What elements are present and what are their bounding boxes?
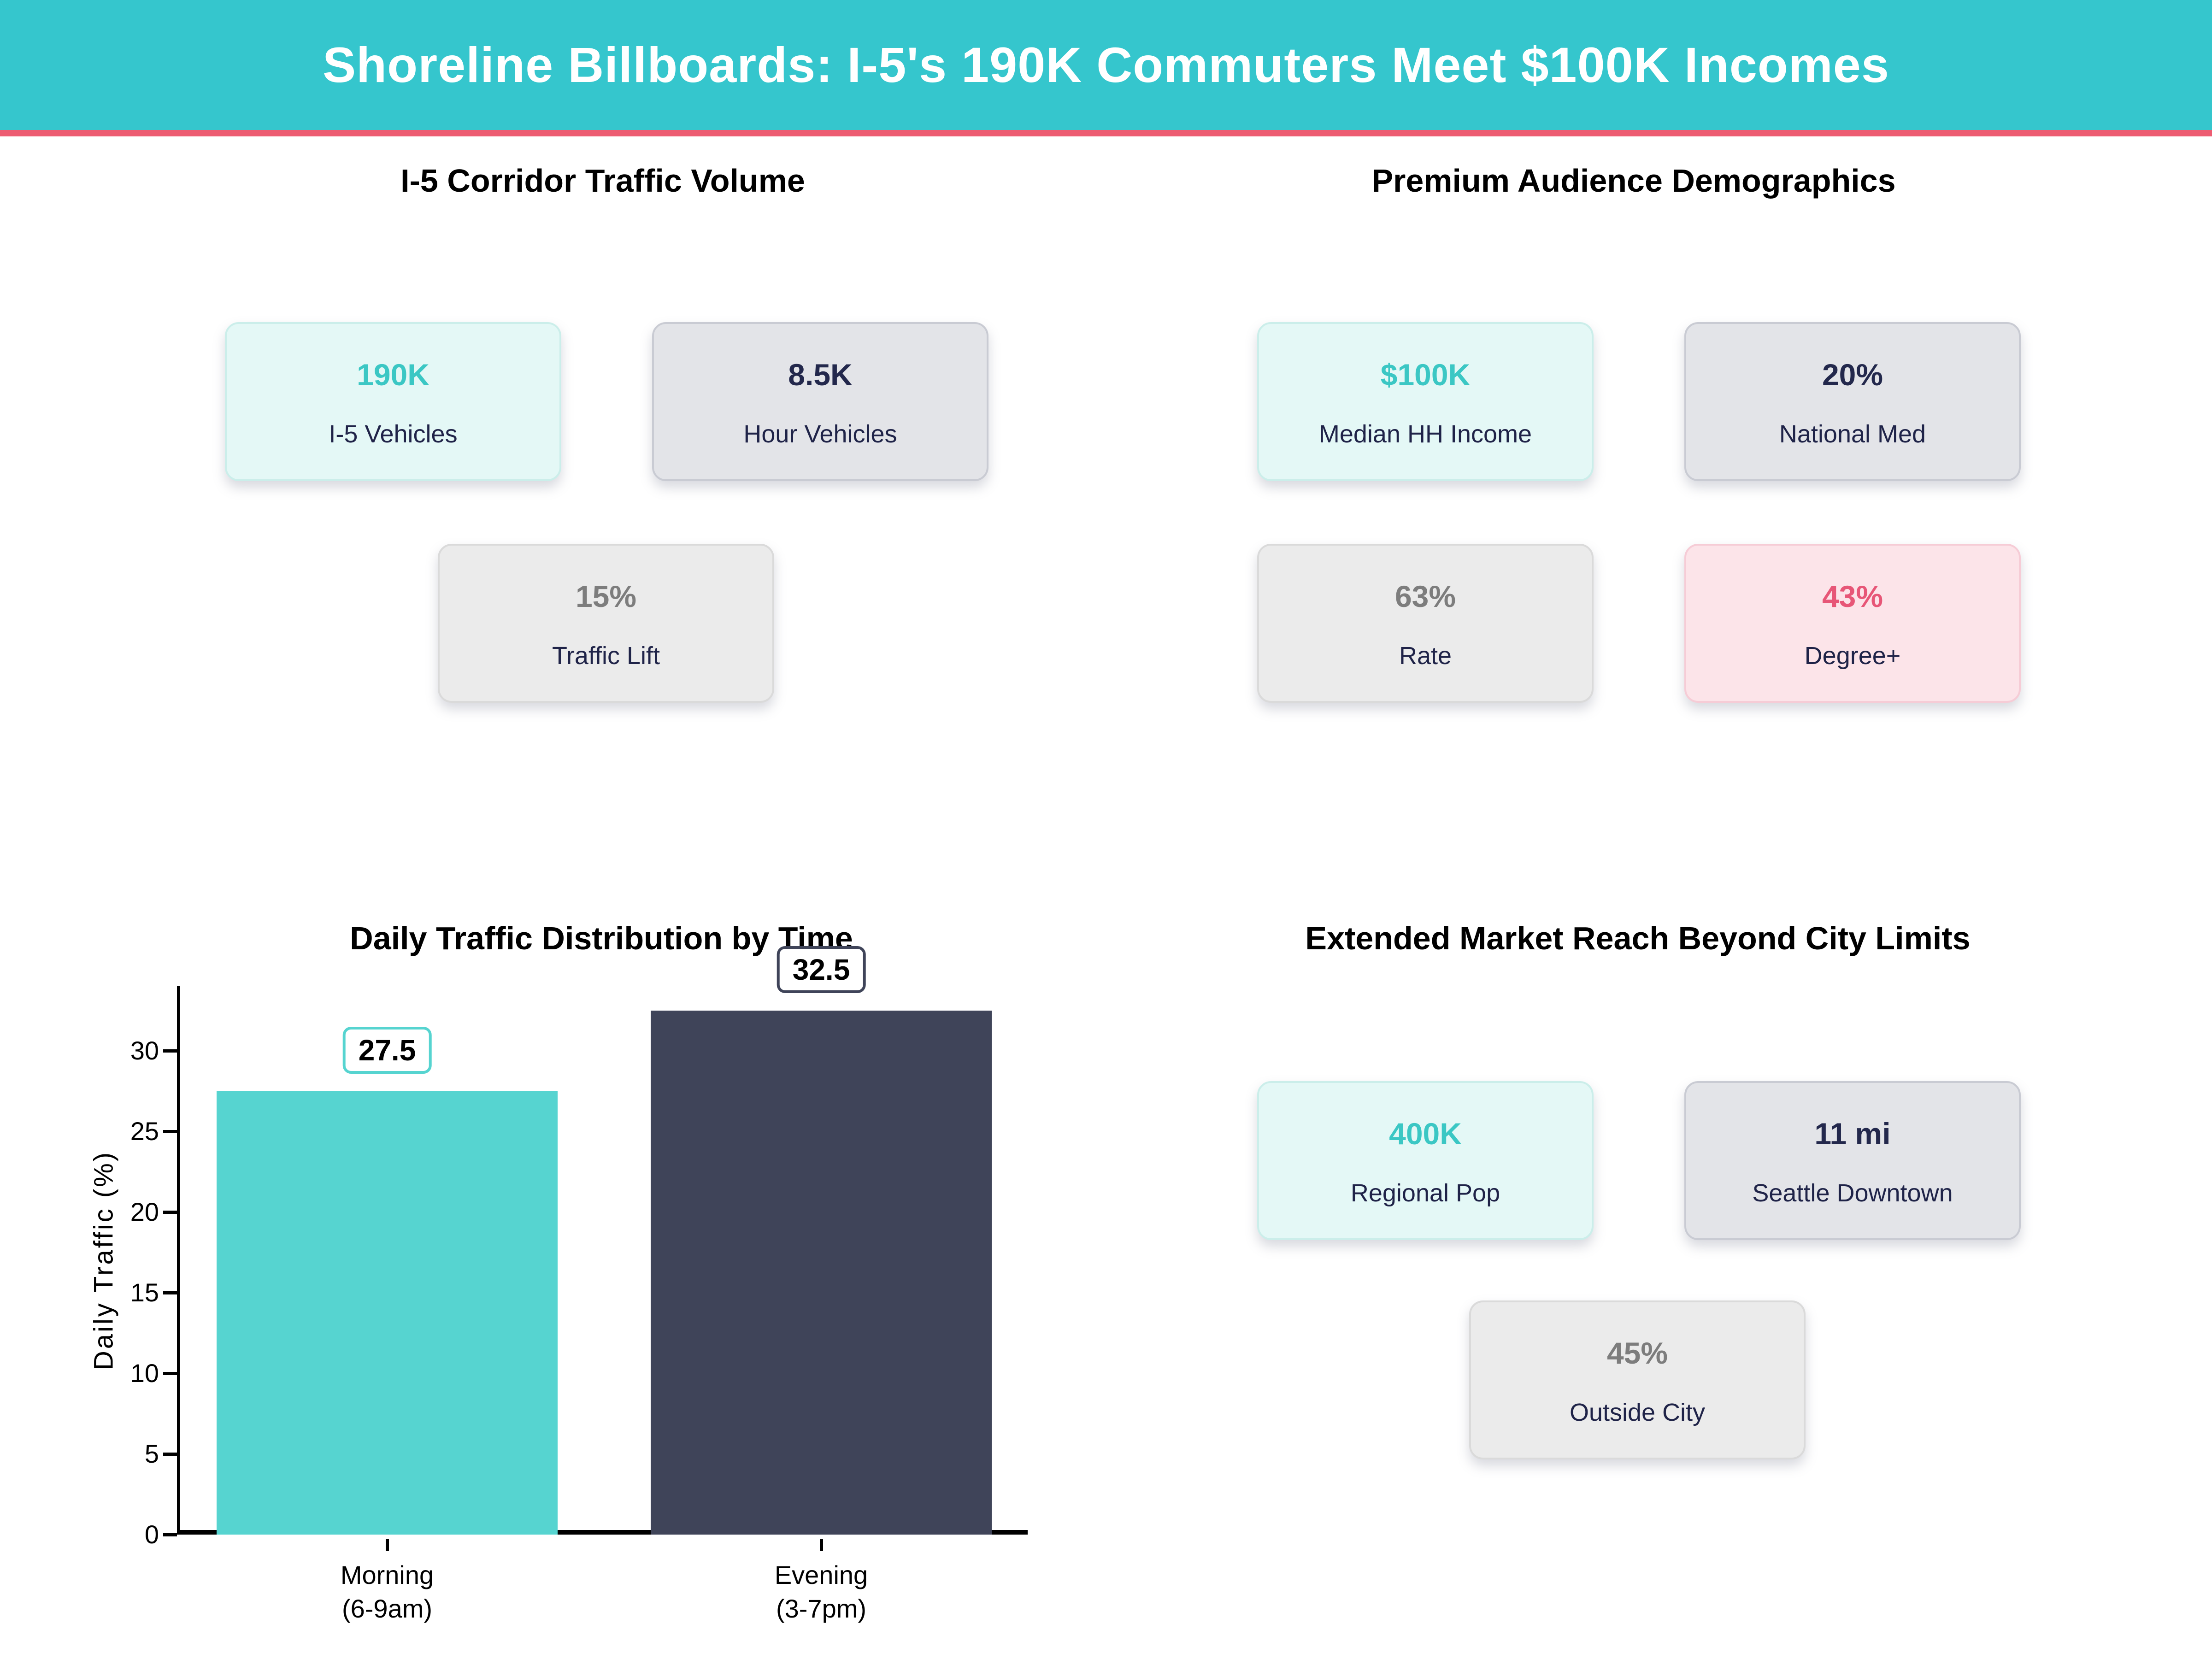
stat-label: Traffic Lift bbox=[552, 642, 660, 670]
stat-value: 45% bbox=[1606, 1336, 1668, 1370]
y-tick-mark bbox=[163, 1049, 177, 1053]
y-axis-label: Daily Traffic (%) bbox=[88, 1150, 119, 1371]
x-tick-label: Morning (6-9am) bbox=[340, 1560, 434, 1623]
stat-value: 15% bbox=[575, 579, 637, 613]
stat-card-degree: 43% Degree+ bbox=[1684, 544, 2021, 703]
y-tick-label: 0 bbox=[144, 1520, 159, 1549]
y-tick-label: 20 bbox=[130, 1197, 159, 1226]
stat-label: Median HH Income bbox=[1318, 420, 1532, 448]
y-tick-mark bbox=[163, 1211, 177, 1214]
stat-label: Outside City bbox=[1569, 1399, 1706, 1426]
stat-card-seattle-downtown: 11 mi Seattle Downtown bbox=[1684, 1081, 2021, 1240]
y-tick-mark bbox=[163, 1533, 177, 1536]
y-tick-label: 5 bbox=[144, 1439, 159, 1468]
stat-label: Seattle Downtown bbox=[1752, 1179, 1953, 1207]
bar-value-label: 32.5 bbox=[777, 946, 866, 993]
stat-value: 190K bbox=[357, 358, 429, 392]
y-tick-mark bbox=[163, 1372, 177, 1375]
stat-card-national-med: 20% National Med bbox=[1684, 322, 2021, 481]
y-tick-mark bbox=[163, 1291, 177, 1294]
y-tick-label: 15 bbox=[130, 1278, 159, 1307]
y-tick-mark bbox=[163, 1453, 177, 1456]
bar-evening bbox=[651, 1010, 992, 1535]
stat-value: 43% bbox=[1822, 579, 1883, 613]
stat-value: 20% bbox=[1822, 358, 1883, 392]
x-tick-mark bbox=[820, 1539, 823, 1551]
page-title: Shoreline Billboards: I-5's 190K Commute… bbox=[323, 37, 1889, 93]
y-tick-label: 25 bbox=[130, 1117, 159, 1146]
stat-value: 400K bbox=[1389, 1117, 1462, 1151]
header-accent-stripe bbox=[0, 130, 2212, 136]
section-title-reach: Extended Market Reach Beyond City Limits bbox=[1305, 920, 1971, 956]
section-title-demographics: Premium Audience Demographics bbox=[1371, 163, 1896, 199]
stat-label: Degree+ bbox=[1804, 642, 1901, 670]
section-title-traffic: I-5 Corridor Traffic Volume bbox=[400, 163, 805, 199]
stat-label: Rate bbox=[1399, 642, 1452, 670]
stat-value: 8.5K bbox=[788, 358, 853, 392]
x-tick-label: Evening (3-7pm) bbox=[774, 1560, 868, 1623]
y-tick-label: 30 bbox=[130, 1036, 159, 1065]
bar-value-label: 27.5 bbox=[342, 1026, 432, 1074]
header-banner: Shoreline Billboards: I-5's 190K Commute… bbox=[0, 0, 2212, 130]
x-tick-mark bbox=[386, 1539, 389, 1551]
stat-value: 11 mi bbox=[1814, 1117, 1891, 1151]
stat-value: 63% bbox=[1394, 579, 1456, 613]
stat-card-hour-vehicles: 8.5K Hour Vehicles bbox=[652, 322, 988, 481]
y-tick-mark bbox=[163, 1130, 177, 1133]
stat-label: National Med bbox=[1779, 420, 1926, 448]
stat-card-i5-vehicles: 190K I-5 Vehicles bbox=[225, 322, 561, 481]
stat-value: $100K bbox=[1380, 358, 1471, 392]
stat-label: Hour Vehicles bbox=[743, 420, 897, 448]
stat-card-regional-pop: 400K Regional Pop bbox=[1257, 1081, 1594, 1240]
chart-axes bbox=[177, 986, 1028, 1535]
stat-card-traffic-lift: 15% Traffic Lift bbox=[438, 544, 774, 703]
bar-morning bbox=[217, 1091, 558, 1535]
stat-card-median-income: $100K Median HH Income bbox=[1257, 322, 1594, 481]
stat-label: Regional Pop bbox=[1350, 1179, 1500, 1207]
stat-card-outside-city: 45% Outside City bbox=[1469, 1300, 1806, 1459]
stat-label: I-5 Vehicles bbox=[329, 420, 458, 448]
chart-title: Daily Traffic Distribution by Time bbox=[350, 920, 853, 956]
y-tick-label: 10 bbox=[130, 1359, 159, 1388]
stat-card-rate: 63% Rate bbox=[1257, 544, 1594, 703]
